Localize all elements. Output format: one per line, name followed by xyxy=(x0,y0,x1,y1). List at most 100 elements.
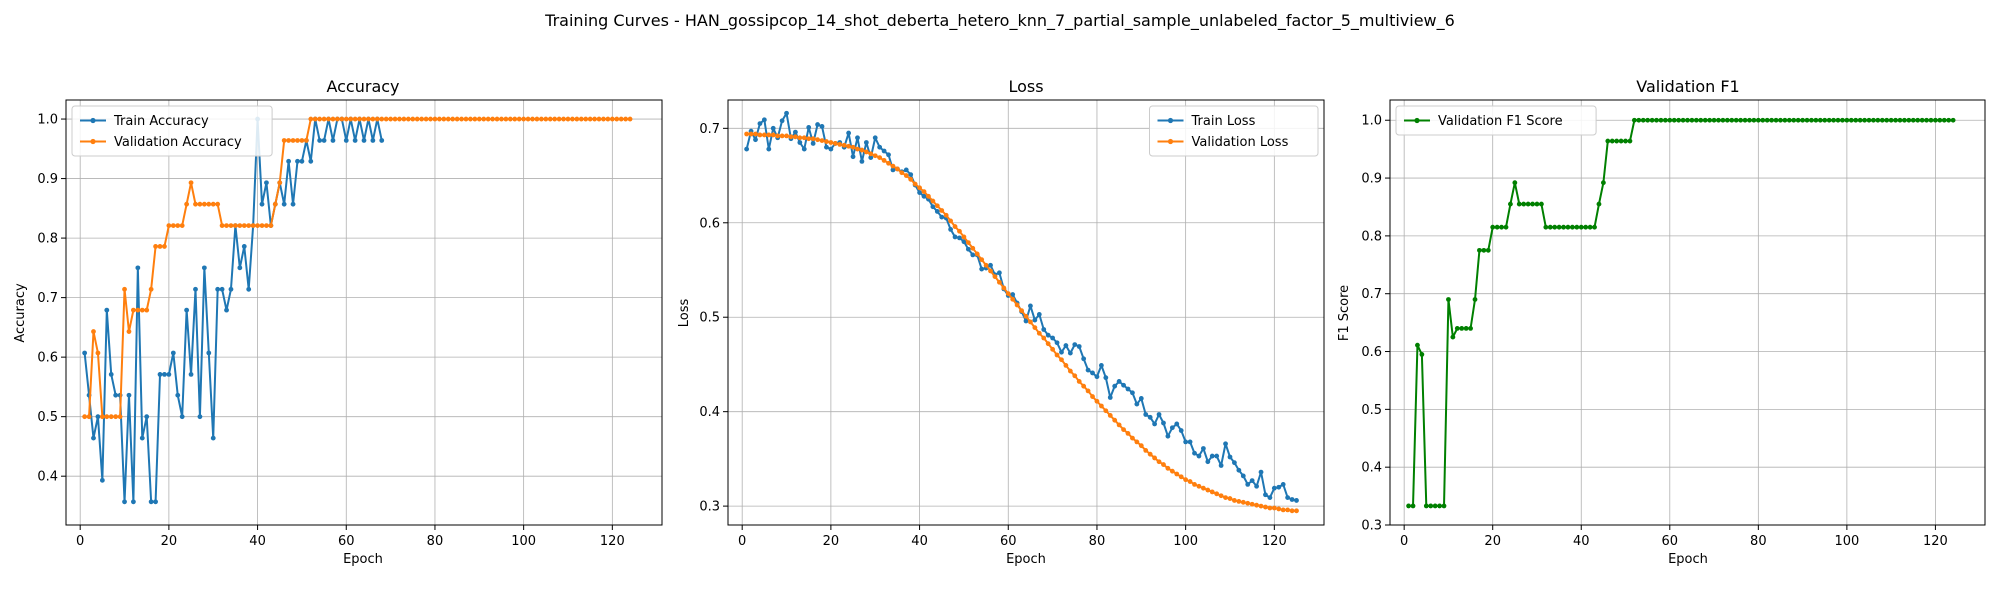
loss-validation-loss-point xyxy=(930,198,936,204)
loss-train-loss-point xyxy=(779,118,785,124)
accuracy-validation-accuracy-point xyxy=(423,116,429,122)
accuracy-validation-accuracy-point xyxy=(410,116,416,122)
accuracy-validation-accuracy-point xyxy=(525,116,531,122)
validation-f1-x-tick-label: 80 xyxy=(1750,534,1767,549)
accuracy-validation-accuracy-point xyxy=(561,116,566,122)
loss-validation-loss-point xyxy=(1263,504,1268,510)
loss-train-loss-point xyxy=(819,124,825,129)
accuracy-validation-accuracy-point xyxy=(91,329,96,334)
validation-f1-legend-box xyxy=(1395,105,1597,136)
loss-validation-loss-point xyxy=(1112,417,1118,423)
loss-validation-loss-point xyxy=(744,131,750,137)
validation-f1-axes-frame xyxy=(1389,99,1986,526)
loss-train-loss-point xyxy=(1240,473,1246,479)
loss-train-loss-point xyxy=(1169,425,1175,431)
loss-x-tick-label: 20 xyxy=(823,534,840,549)
accuracy-validation-accuracy-point xyxy=(419,116,425,122)
loss-train-loss-point xyxy=(1028,303,1033,309)
validation-f1-validation-f1-score-point xyxy=(1906,117,1912,123)
accuracy-validation-accuracy-point xyxy=(516,116,522,122)
loss-train-loss-point xyxy=(1050,335,1056,341)
accuracy-validation-accuracy-point xyxy=(166,223,172,229)
loss-validation-loss-point xyxy=(1005,291,1011,297)
accuracy-validation-accuracy-point xyxy=(117,414,123,420)
validation-f1-validation-f1-score-point xyxy=(1415,342,1420,348)
validation-f1-validation-f1-score-point xyxy=(1822,117,1828,123)
loss-validation-loss-point xyxy=(1054,352,1060,358)
validation-f1-y-tick-label: 0.9 xyxy=(1361,172,1382,187)
loss-validation-loss-point xyxy=(1130,435,1135,441)
loss-legend-box xyxy=(1149,105,1319,157)
loss-train-loss-point xyxy=(1152,421,1157,427)
loss-legend-marker-validation-loss xyxy=(1167,138,1174,145)
validation-f1-panel: Validation F1 Epoch F1 Score 0 20 40 60 80 10… xyxy=(1337,77,1986,567)
accuracy-y-tick-label: 1.0 xyxy=(37,113,58,128)
loss-validation-loss-point xyxy=(1125,430,1131,436)
accuracy-x-tick-label: 80 xyxy=(427,534,444,549)
accuracy-series-train-accuracy xyxy=(82,116,385,505)
loss-validation-loss-point xyxy=(1280,507,1286,513)
loss-train-loss-point xyxy=(1205,459,1211,465)
accuracy-validation-accuracy-point xyxy=(317,116,323,122)
loss-train-loss-point xyxy=(1036,311,1042,317)
accuracy-validation-accuracy-point xyxy=(578,116,584,122)
loss-train-loss-point xyxy=(917,190,922,195)
accuracy-validation-accuracy-point xyxy=(224,223,229,229)
validation-f1-validation-f1-score-point xyxy=(1441,503,1447,509)
accuracy-validation-accuracy-point xyxy=(326,116,331,122)
validation-f1-validation-f1-score-point xyxy=(1950,117,1956,123)
loss-train-loss-point xyxy=(793,129,798,135)
loss-validation-loss-point xyxy=(996,279,1002,285)
validation-f1-validation-f1-score-point xyxy=(1919,117,1925,123)
validation-f1-validation-f1-score-point xyxy=(1707,117,1713,123)
accuracy-validation-accuracy-point xyxy=(215,201,221,207)
validation-f1-validation-f1-score-point xyxy=(1760,117,1766,123)
loss-validation-loss-point xyxy=(801,135,807,141)
validation-f1-validation-f1-score-point xyxy=(1472,297,1478,302)
loss-panel: Loss Epoch Loss 0 20 40 60 80 100 120 0.3 0.4 0.5… xyxy=(677,77,1325,567)
accuracy-validation-accuracy-point xyxy=(162,244,167,249)
loss-train-loss-point xyxy=(824,144,829,150)
loss-legend-label-train-loss: Train Loss xyxy=(1191,114,1256,129)
accuracy-train-accuracy-point xyxy=(104,307,110,313)
validation-f1-y-tick-label: 0.8 xyxy=(1361,229,1382,244)
loss-validation-loss-point xyxy=(863,149,869,155)
validation-f1-validation-f1-score-point xyxy=(1499,224,1504,230)
validation-f1-validation-f1-score-point xyxy=(1724,117,1730,123)
loss-x-tick-label: 80 xyxy=(1089,534,1106,549)
accuracy-train-accuracy-point xyxy=(153,499,158,505)
loss-train-loss-point xyxy=(810,141,816,146)
validation-f1-validation-f1-score-point xyxy=(1680,117,1686,123)
validation-f1-validation-f1-score-point xyxy=(1516,201,1522,207)
validation-f1-validation-f1-score-point xyxy=(1848,117,1854,123)
accuracy-train-accuracy-line xyxy=(83,118,383,503)
loss-validation-loss-point xyxy=(1236,498,1242,504)
validation-f1-validation-f1-score-point xyxy=(1587,224,1593,230)
validation-f1-y-tick-label: 1.0 xyxy=(1361,114,1382,129)
loss-train-loss-point xyxy=(1090,370,1095,376)
accuracy-validation-accuracy-point xyxy=(144,307,150,313)
validation-f1-validation-f1-score-point xyxy=(1454,326,1460,331)
accuracy-train-accuracy-point xyxy=(135,265,141,271)
validation-f1-validation-f1-score-point xyxy=(1769,117,1775,123)
accuracy-legend-label-validation-accuracy: Validation Accuracy xyxy=(114,135,242,150)
loss-validation-loss-point xyxy=(1041,335,1047,341)
validation-f1-validation-f1-score-point xyxy=(1596,201,1602,207)
loss-train-loss-point xyxy=(1174,421,1180,427)
loss-validation-loss-point xyxy=(886,160,891,166)
validation-f1-validation-f1-score-point xyxy=(1902,117,1907,123)
loss-validation-loss-point xyxy=(1067,368,1073,374)
accuracy-ylabel: Accuracy xyxy=(13,283,28,343)
loss-validation-loss-point xyxy=(890,163,896,169)
validation-f1-validation-f1-score-point xyxy=(1800,117,1805,123)
loss-validation-loss-point xyxy=(1152,455,1157,461)
accuracy-validation-accuracy-point xyxy=(179,223,185,229)
loss-train-loss-point xyxy=(1276,484,1282,490)
accuracy-train-accuracy-point xyxy=(308,158,314,164)
loss-train-loss-point xyxy=(801,146,807,152)
accuracy-legend-marker-train-accuracy xyxy=(90,117,96,124)
validation-f1-validation-f1-score-point xyxy=(1871,117,1876,123)
validation-f1-validation-f1-score-point xyxy=(1614,138,1620,144)
validation-f1-validation-f1-score-point xyxy=(1552,224,1558,230)
validation-f1-validation-f1-score-point xyxy=(1751,117,1757,123)
